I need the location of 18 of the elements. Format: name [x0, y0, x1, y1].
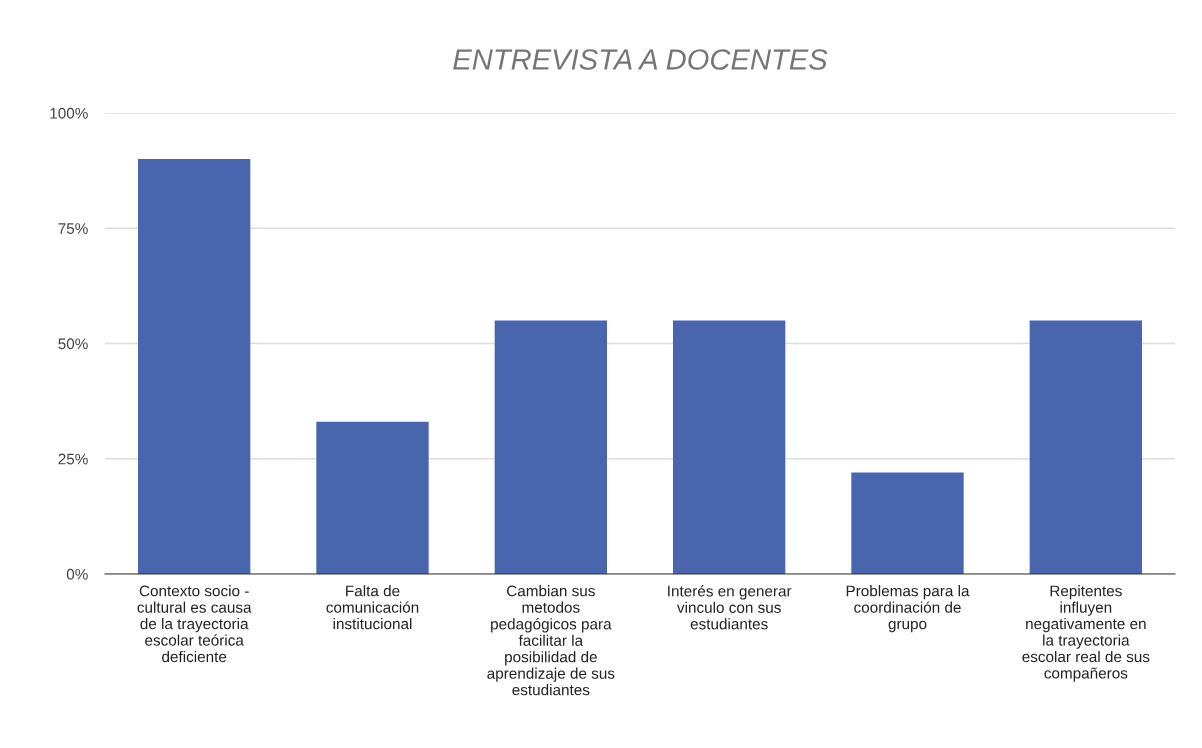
x-tick-label: Cambian sus metodos pedagógicos para facilitar la posibilidad de aprendizaje de sus estudiantes: [487, 585, 615, 696]
y-tick-label: 0%: [66, 568, 88, 580]
y-tick-label: 100%: [50, 107, 88, 119]
y-tick-label: 50%: [58, 338, 88, 350]
bar: [137, 159, 251, 574]
bar: [316, 421, 429, 574]
x-tick-label: Repitentes influyen negativamente en la trayectoria escolar real de sus compañeros: [1022, 585, 1150, 682]
y-tick-label: 25%: [58, 453, 88, 465]
x-tick-label: Interés en generar vinculo con sus estudiantes: [668, 585, 792, 630]
bar: [851, 472, 964, 574]
x-tick-label: Falta de comunicación institucional: [326, 585, 419, 630]
x-tick-label: Contexto socio - cultural es causa de la trayectoria escolar teórica deficiente: [137, 585, 252, 663]
bar: [1029, 320, 1143, 574]
chart-title: ENTREVISTA A DOCENTES: [453, 49, 828, 70]
bar: [494, 320, 608, 574]
y-tick-label: 75%: [58, 223, 88, 234]
x-tick-label: Problemas para la coordinación de grupo: [846, 585, 970, 633]
bar: [672, 320, 786, 574]
